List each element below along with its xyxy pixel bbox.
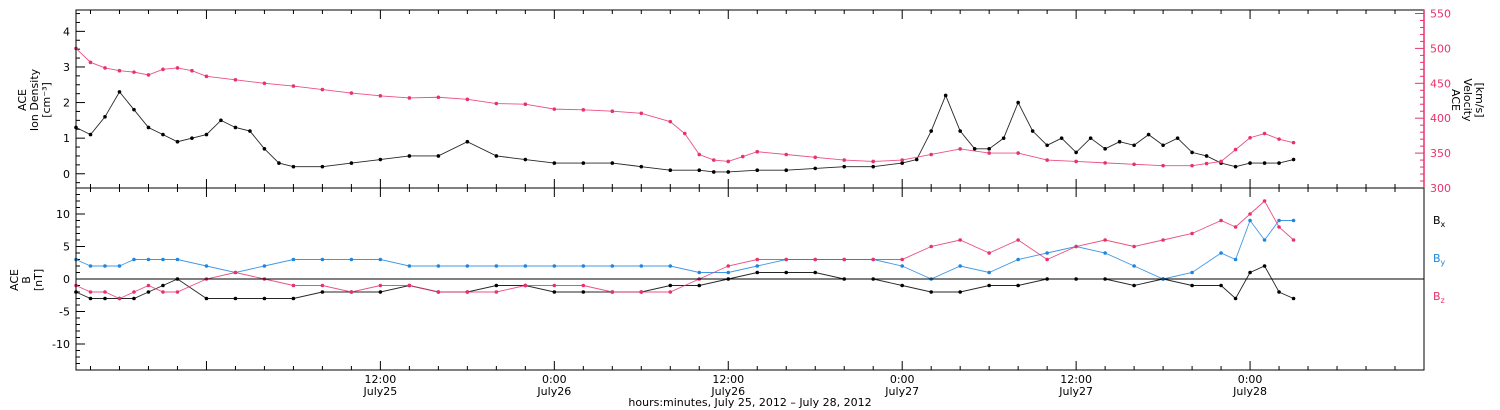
bz-series bbox=[74, 199, 1296, 301]
x-tick-time-label: 12:00 bbox=[365, 373, 397, 386]
x-tick-time-label: 0:00 bbox=[890, 373, 915, 386]
density-tick-label: 3 bbox=[63, 61, 70, 74]
density-tick-label: 1 bbox=[63, 132, 70, 145]
x-tick-time-label: 0:00 bbox=[542, 373, 567, 386]
bx-line bbox=[75, 265, 1294, 300]
ylabel-density-line3: [cm⁻³] bbox=[40, 82, 53, 118]
legend-bx: Bx bbox=[1433, 214, 1446, 229]
velocity-tick-label: 550 bbox=[1430, 7, 1451, 20]
y2label-velocity-line1: ACE bbox=[1449, 89, 1462, 111]
bottom-panel-frame bbox=[75, 187, 1425, 371]
b-tick-label: 5 bbox=[63, 241, 70, 254]
ion-density-series bbox=[74, 90, 1296, 174]
x-tick-day-label: July27 bbox=[884, 385, 919, 398]
y2label-velocity-line3: [km/s] bbox=[1473, 82, 1486, 117]
x-tick-time-label: 12:00 bbox=[1060, 373, 1092, 386]
x-tick-time-label: 12:00 bbox=[712, 373, 744, 386]
b-tick-label: -5 bbox=[59, 306, 70, 319]
by-line bbox=[75, 219, 1294, 280]
x-tick-day-label: July27 bbox=[1058, 385, 1093, 398]
velocity-tick-label: 400 bbox=[1430, 112, 1451, 125]
x-tick-time-label: 0:00 bbox=[1238, 373, 1263, 386]
x-tick-day-label: July26 bbox=[710, 385, 745, 398]
velocity-series bbox=[74, 46, 1296, 168]
x-tick-day-label: July28 bbox=[1232, 385, 1267, 398]
y2label-velocity-line2: Velocity bbox=[1461, 78, 1474, 122]
legend-bz: Bz bbox=[1433, 290, 1445, 305]
velocity-tick-label: 350 bbox=[1430, 147, 1451, 160]
x-tick-day-label: July26 bbox=[536, 385, 571, 398]
density-tick-label: 2 bbox=[63, 97, 70, 110]
b-tick-label: 0 bbox=[63, 273, 70, 286]
ylabel-density-line2: Ion Density bbox=[28, 68, 41, 131]
ylabel-b-line3: [nT] bbox=[32, 269, 45, 291]
legend-by: By bbox=[1433, 252, 1446, 267]
b-tick-label: -10 bbox=[52, 338, 70, 351]
ylabel-b-line2: B bbox=[20, 276, 33, 284]
data-marks bbox=[74, 46, 1296, 301]
x-tick-day-label: July25 bbox=[362, 385, 397, 398]
by-series bbox=[74, 218, 1296, 281]
density-tick-label: 0 bbox=[63, 168, 70, 181]
bz-line bbox=[75, 200, 1294, 299]
ylabel-density-line1: ACE bbox=[16, 89, 29, 111]
velocity-tick-label: 450 bbox=[1430, 77, 1451, 90]
top-panel-ticks: 0 1 2 3 4 300 350 400 450 500 550 bbox=[63, 7, 1451, 195]
density-tick-label: 4 bbox=[63, 25, 70, 38]
velocity-tick-label: 300 bbox=[1430, 182, 1451, 195]
x-axis-label: hours:minutes, July 25, 2012 – July 28, … bbox=[628, 396, 871, 409]
ylabel-b-line1: ACE bbox=[8, 269, 21, 291]
b-tick-label: 10 bbox=[56, 208, 70, 221]
velocity-line bbox=[75, 48, 1294, 167]
x-axis-ticks: 12:00July250:00July2612:00July260:00July… bbox=[89, 10, 1425, 398]
ion-density-line bbox=[75, 91, 1294, 173]
velocity-tick-label: 500 bbox=[1430, 42, 1451, 55]
